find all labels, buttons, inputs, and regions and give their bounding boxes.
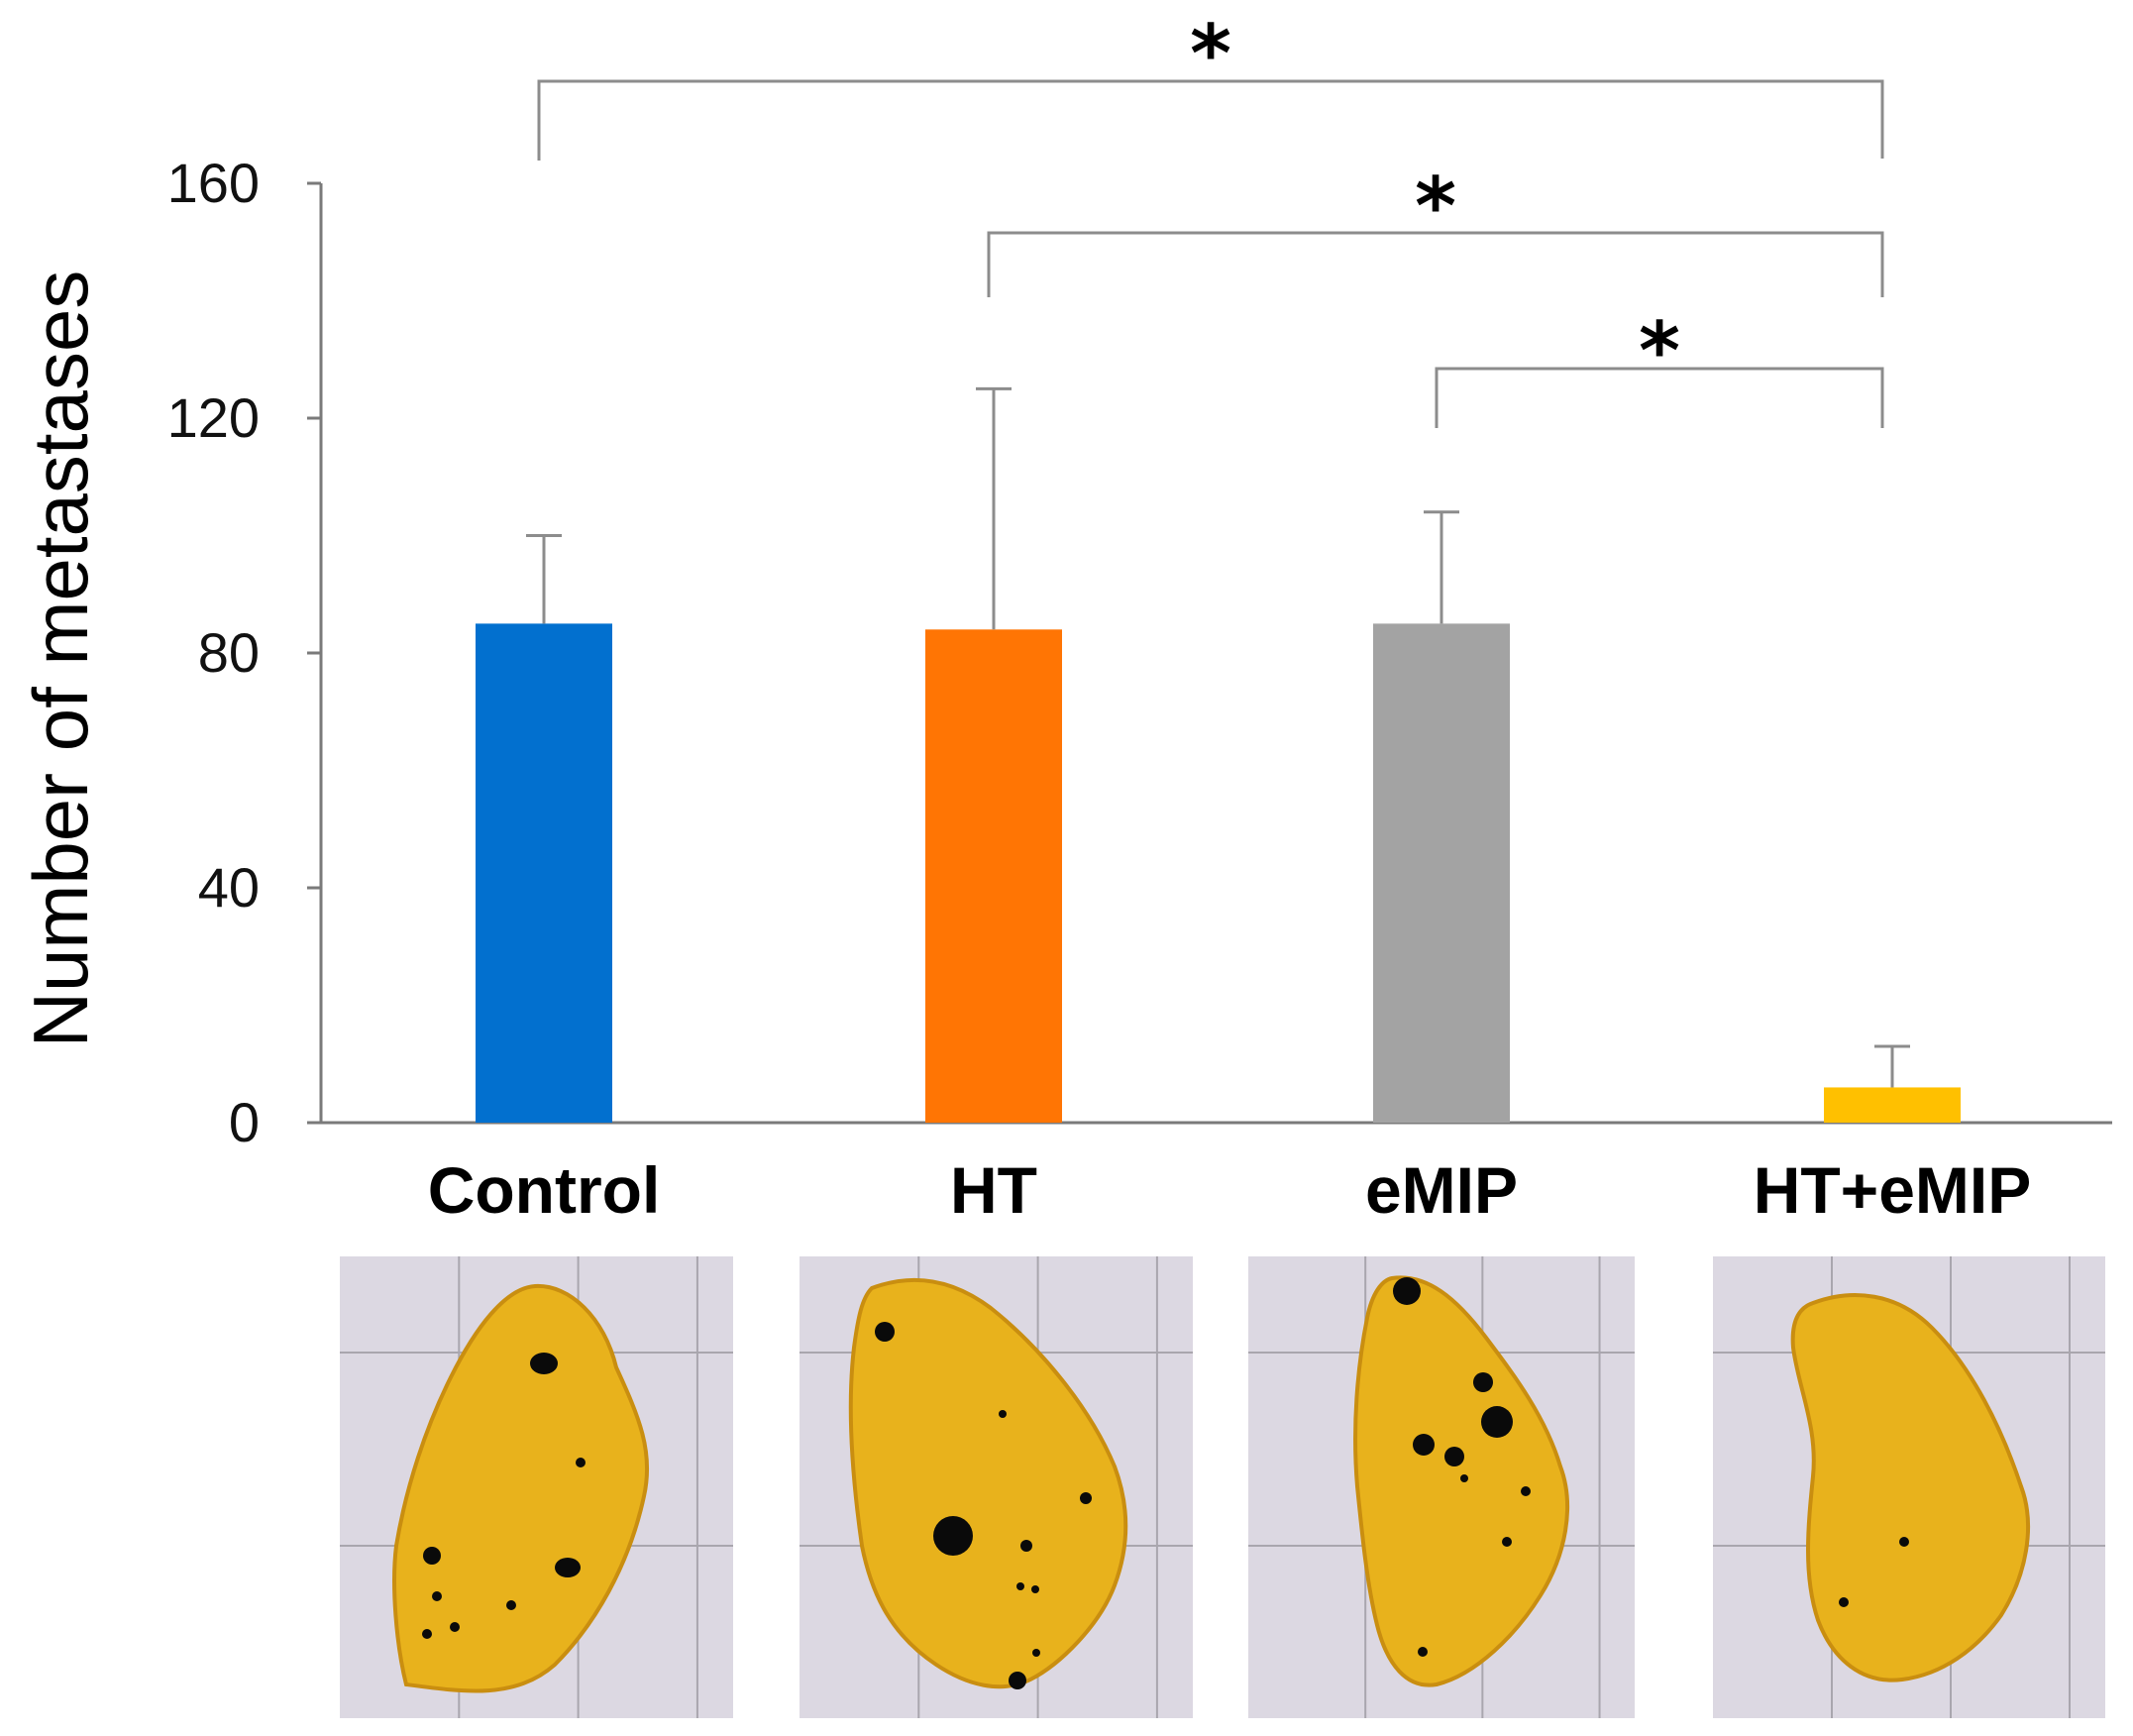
bar-ht-emip: [1824, 1087, 1961, 1123]
metastatic-nodule: [1502, 1537, 1512, 1547]
metastatic-nodule: [1481, 1406, 1513, 1438]
metastatic-nodule: [450, 1622, 460, 1632]
liver-photo-control: [340, 1256, 733, 1718]
y-tick-label: 120: [167, 386, 260, 449]
metastatic-nodule: [1444, 1447, 1464, 1466]
metastatic-nodule: [1418, 1647, 1428, 1657]
metastatic-nodule: [1009, 1672, 1026, 1689]
category-labels: Control HT eMIP HT+eMIP: [428, 1153, 2032, 1227]
liver-lobe: [1790, 1293, 2031, 1682]
liver-photos: [340, 1256, 2105, 1718]
liver-photo-ht-emip: [1713, 1256, 2105, 1718]
significance-star: *: [1415, 161, 1456, 253]
liver-lobe: [392, 1283, 650, 1693]
significance-bracket: [987, 231, 1884, 297]
metastatic-nodule: [432, 1591, 442, 1601]
metastatic-nodule: [423, 1547, 441, 1565]
metastatic-nodule: [555, 1558, 581, 1577]
metastatic-nodule: [576, 1458, 586, 1467]
category-label: Control: [428, 1153, 661, 1227]
metastatic-nodule: [1413, 1434, 1435, 1456]
y-tick-label: 40: [198, 856, 260, 919]
metastatic-nodule: [1839, 1597, 1849, 1607]
metastatic-nodule: [530, 1353, 558, 1374]
metastatic-nodule: [1080, 1492, 1092, 1504]
metastatic-nodule: [1521, 1486, 1531, 1496]
error-bars: [526, 386, 1910, 1088]
metastatic-nodule: [1016, 1582, 1024, 1590]
metastatic-nodule: [999, 1410, 1007, 1418]
metastatic-nodule: [506, 1600, 516, 1610]
bar-chart: Number of metastases 0 40 80 120 160 * * * Con…: [17, 8, 2112, 1227]
liver-photo-emip: [1248, 1256, 1635, 1718]
metastatic-nodule: [1899, 1537, 1909, 1547]
y-axis-ticks: 0 40 80 120 160: [167, 152, 321, 1153]
metastatic-nodule: [1393, 1277, 1421, 1305]
category-label: HT: [950, 1153, 1037, 1227]
category-label: HT+eMIP: [1754, 1153, 2032, 1227]
metastatic-nodule: [1020, 1540, 1032, 1552]
significance-bracket: [537, 79, 1884, 161]
liver-lobe: [1353, 1275, 1570, 1687]
metastatic-nodule: [933, 1516, 973, 1556]
significance-star: *: [1190, 8, 1231, 100]
y-tick-label: 80: [198, 621, 260, 684]
liver-lobe: [848, 1277, 1128, 1689]
metastatic-nodule: [422, 1629, 432, 1639]
y-tick-label: 160: [167, 152, 260, 214]
bars: [476, 623, 1961, 1123]
significance-brackets: * * *: [537, 8, 1884, 428]
metastatic-nodule: [1460, 1474, 1468, 1482]
liver-photo-ht: [800, 1256, 1193, 1718]
category-label: eMIP: [1365, 1153, 1518, 1227]
y-tick-label: 0: [229, 1091, 260, 1153]
metastatic-nodule: [1031, 1585, 1039, 1593]
bar-ht: [925, 629, 1062, 1123]
metastatic-nodule: [1032, 1649, 1040, 1657]
metastatic-nodule: [875, 1322, 895, 1342]
significance-star: *: [1639, 305, 1680, 397]
metastatic-nodule: [1473, 1372, 1493, 1392]
y-axis-title: Number of metastases: [17, 271, 104, 1048]
significance-bracket: [1435, 367, 1884, 428]
bar-emip: [1373, 623, 1510, 1123]
bar-control: [476, 623, 612, 1123]
